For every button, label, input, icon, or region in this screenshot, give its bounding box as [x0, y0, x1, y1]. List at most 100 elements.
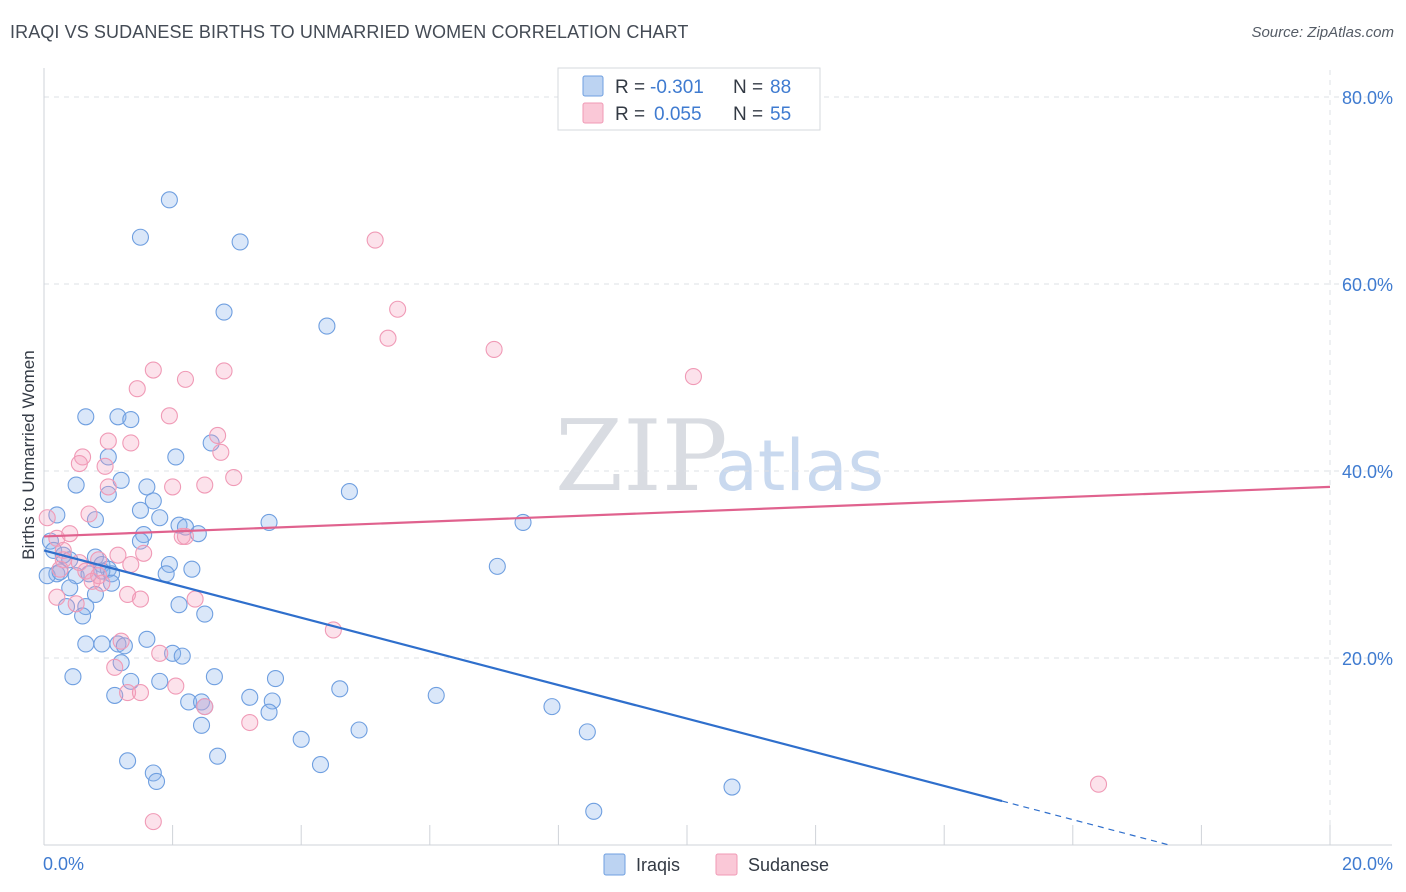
sudanese-point-19 — [164, 478, 182, 496]
iraqis-point-56 — [115, 637, 133, 655]
x-tick-label-1: 20.0% — [1342, 854, 1393, 874]
sudanese-point-33 — [51, 560, 69, 578]
iraqis-point-55 — [109, 635, 127, 653]
sudanese-point-12 — [122, 434, 140, 452]
iraqis-trend-line — [43, 549, 1003, 803]
iraqis-point-54 — [93, 635, 111, 653]
sudanese-point-13 — [212, 443, 230, 461]
iraqis-point-50 — [170, 596, 188, 614]
iraqis-point-1 — [131, 228, 149, 246]
iraqis-point-2 — [231, 233, 249, 251]
iraqis-point-35 — [160, 555, 178, 574]
sudanese-point-32 — [122, 555, 140, 574]
y-axis-title: Births to Unmarried Women — [19, 350, 38, 559]
iraqis-point-24 — [48, 506, 66, 524]
iraqis-point-11 — [67, 476, 85, 494]
sudanese-point-22 — [38, 509, 56, 527]
iraqis-point-53 — [77, 635, 95, 653]
iraqis-point-14 — [340, 483, 358, 501]
iraqis-point-57 — [138, 630, 156, 648]
iraqis-point-85 — [723, 778, 741, 796]
sudanese-point-43 — [112, 632, 130, 650]
sudanese-point-26 — [109, 546, 127, 564]
sudanese-point-9 — [160, 407, 178, 425]
iraqis-point-64 — [122, 672, 140, 690]
sudanese-point-20 — [196, 476, 214, 494]
legend-r-label-iraqis: R = — [615, 77, 645, 98]
bottom-legend-label-sudanese: Sudanese — [748, 855, 829, 875]
iraqis-point-61 — [64, 668, 82, 686]
iraqis-point-69 — [427, 686, 445, 704]
sudanese-point-0 — [366, 231, 384, 249]
sudanese-point-44 — [151, 644, 169, 662]
iraqis-point-7 — [122, 411, 140, 429]
iraqis-point-76 — [192, 716, 211, 734]
y-tick-label-0: 20.0% — [1342, 649, 1393, 669]
sudanese-point-17 — [225, 468, 243, 487]
iraqis-trend-extension — [1001, 800, 1170, 846]
iraqis-point-4 — [318, 317, 336, 335]
iraqis-point-86 — [585, 802, 603, 820]
iraqis-point-44 — [488, 557, 506, 575]
iraqis-point-71 — [192, 693, 211, 711]
legend-n-value-sudanese: 55 — [770, 104, 791, 125]
iraqis-point-79 — [292, 730, 310, 748]
y-tick-label-3: 80.0% — [1342, 88, 1393, 108]
iraqis-point-78 — [578, 723, 596, 741]
sudanese-point-27 — [135, 544, 153, 562]
iraqis-point-62 — [205, 668, 223, 686]
iraqis-point-43 — [157, 565, 175, 583]
tick-labels: 20.0% 40.0% 60.0% 80.0% 0.0% 20.0% — [43, 88, 1393, 874]
sudanese-point-16 — [96, 457, 114, 475]
sudanese-point-39 — [131, 590, 149, 608]
iraqis-point-19 — [151, 509, 169, 527]
iraqis-point-77 — [350, 721, 368, 739]
iraqis-point-5 — [77, 408, 95, 426]
sudanese-point-45 — [106, 658, 124, 676]
x-minor-ticks — [43, 825, 1331, 845]
sudanese-point-5 — [144, 361, 162, 379]
y-tick-label-1: 40.0% — [1342, 462, 1393, 482]
grid-lines — [44, 70, 1392, 845]
iraqis-point-13 — [138, 478, 156, 496]
iraqis-point-63 — [266, 670, 285, 688]
sudanese-point-7 — [176, 370, 195, 388]
iraqis-point-9 — [167, 448, 185, 466]
bottom-legend-label-iraqis: Iraqis — [636, 855, 680, 875]
sudanese-point-2 — [379, 329, 397, 347]
iraqis-point-51 — [196, 605, 214, 623]
legend-r-label-sudanese: R = — [615, 104, 645, 125]
iraqis-point-46 — [102, 574, 121, 592]
legend-r-value-iraqis: -0.301 — [650, 77, 704, 98]
watermark: ZIP atlas — [555, 400, 884, 514]
sudanese-point-4 — [684, 368, 702, 386]
iraqis-point-74 — [260, 703, 278, 721]
iraqis-point-65 — [151, 672, 169, 690]
sudanese-point-41 — [48, 588, 66, 606]
iraqis-point-82 — [311, 756, 330, 774]
iraqis-point-17 — [131, 501, 149, 519]
iraqis-point-58 — [164, 644, 182, 662]
legend-box: R = -0.301 N = 88 R = 0.055 N = 55 — [557, 67, 821, 131]
axes — [43, 68, 1392, 846]
bottom-legend: Iraqis Sudanese — [603, 853, 829, 876]
sudanese-point-37 — [93, 574, 111, 592]
sudanese-point-48 — [131, 684, 149, 702]
watermark-atlas: atlas — [715, 425, 884, 507]
watermark-zip: ZIP — [555, 400, 728, 514]
sudanese-point-47 — [167, 677, 185, 695]
sudanese-point-34 — [77, 562, 95, 580]
iraqis-point-87 — [183, 560, 201, 578]
sudanese-trend-line — [43, 485, 1331, 538]
iraqis-point-72 — [263, 692, 281, 710]
legend-swatch-sudanese — [582, 102, 604, 124]
y-tick-label-2: 60.0% — [1342, 275, 1393, 295]
iraqis-point-75 — [543, 698, 561, 716]
sudanese-point-52 — [1089, 775, 1108, 793]
sudanese-point-54 — [176, 527, 195, 546]
sudanese-point-50 — [241, 713, 259, 732]
sudanese-point-21 — [80, 505, 98, 523]
sudanese-point-40 — [186, 590, 204, 608]
sudanese-point-1 — [389, 300, 407, 318]
